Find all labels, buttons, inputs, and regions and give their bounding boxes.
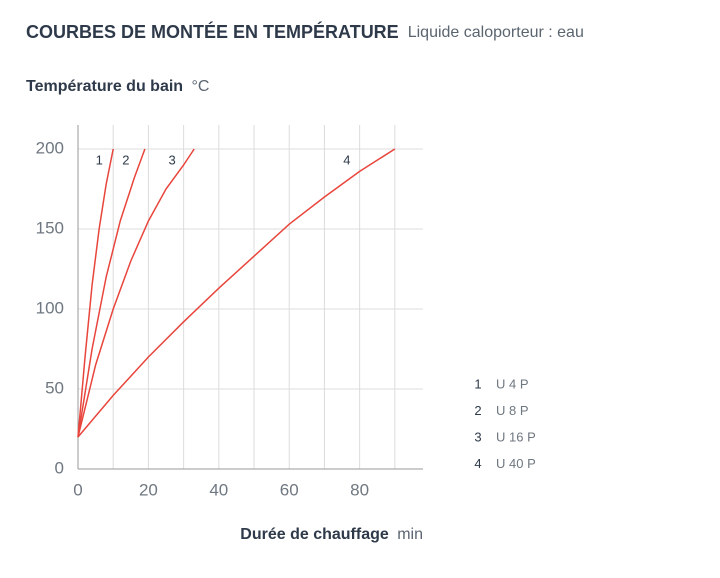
curve-label: 4 [343,152,350,167]
x-tick-label: 60 [280,480,299,499]
x-tick-label: 20 [139,480,158,499]
legend-name: U 4 P [496,376,529,391]
curve-label: 1 [96,152,103,167]
x-tick-label: 0 [73,480,82,499]
legend-number: 4 [474,456,481,471]
x-label: Durée de chauffage [240,526,389,543]
y-tick-label: 100 [36,298,64,317]
legend-number: 3 [474,429,481,444]
y-tick-label: 200 [36,138,64,157]
legend-name: U 16 P [496,429,536,444]
curve [77,148,195,438]
legend-name: U 8 P [496,403,529,418]
chart-subtitle: Liquide caloporteur : eau [408,24,584,41]
x-tick-label: 80 [350,480,369,499]
y-unit: °C [192,78,210,95]
y-label: Température du bain [26,78,183,95]
curve-label: 2 [122,152,129,167]
y-tick-label: 50 [45,378,64,397]
x-axis-title: Durée de chauffage min [240,526,423,543]
chart-title: COURBES DE MONTÉE EN TEMPÉRATURE [26,21,399,42]
legend-number: 1 [474,376,481,391]
x-tick-label: 40 [209,480,228,499]
legend-number: 2 [474,403,481,418]
y-tick-label: 0 [55,458,64,477]
curve [77,148,396,438]
legend-name: U 40 P [496,456,536,471]
curve [77,148,114,438]
y-tick-label: 150 [36,218,64,237]
y-axis-title: Température du bain °C [26,78,209,95]
x-unit: min [397,526,423,543]
curve [77,148,146,438]
curve-label: 3 [169,152,176,167]
header: COURBES DE MONTÉE EN TEMPÉRATURE Liquide… [26,21,584,42]
